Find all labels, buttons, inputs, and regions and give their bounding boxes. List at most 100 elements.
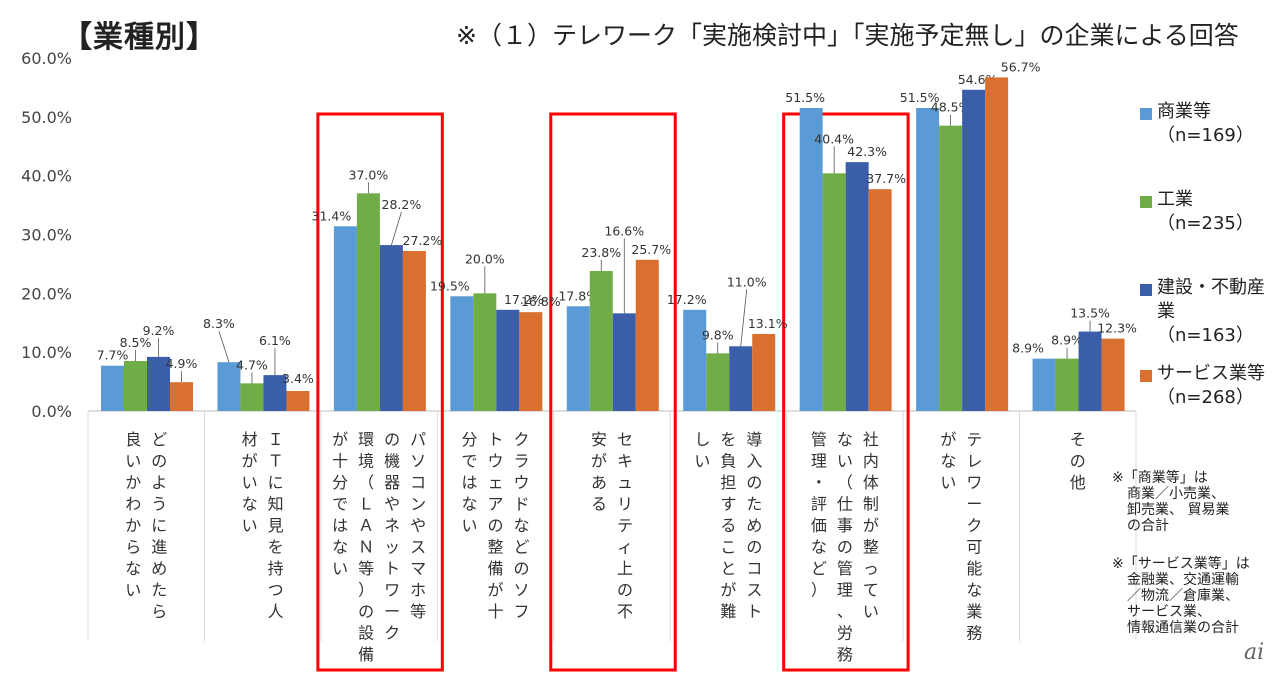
- category-label-char: Ｉ: [268, 430, 284, 449]
- y-tick-label: 50.0%: [21, 108, 72, 127]
- note-service-head: ※「サービス業等」は: [1112, 556, 1250, 572]
- data-label: 17.8%: [558, 288, 598, 303]
- category-label-char: 管: [837, 559, 853, 578]
- category-label-char: 整: [488, 538, 504, 557]
- data-label: 48.5%: [931, 100, 971, 115]
- category-label-char: 整: [863, 538, 879, 557]
- category-label-char: ン: [410, 495, 426, 514]
- bar: [356, 193, 380, 411]
- category-label-char: が: [332, 430, 348, 449]
- note-service-line: サービス業、: [1127, 604, 1211, 620]
- note-commerce-line: 卸売業、 貿易業: [1127, 502, 1230, 518]
- category-label-char: の: [151, 452, 167, 471]
- category-label-char: ら: [125, 538, 141, 557]
- category-label-char: の: [514, 559, 530, 578]
- data-label: 17.2%: [667, 292, 707, 307]
- data-label: 3.4%: [282, 371, 314, 386]
- category-label-char: 不: [617, 602, 633, 621]
- legend-label-construction: 建設・不動産業: [1157, 277, 1265, 322]
- category-label-char: 持: [268, 559, 284, 578]
- bar: [450, 296, 474, 411]
- bar: [217, 362, 241, 411]
- category-label-char: （: [837, 473, 853, 492]
- highlight-box: [316, 112, 444, 672]
- category-label-char: 進: [151, 538, 167, 557]
- bar: [683, 309, 707, 411]
- category-label-char: あ: [591, 473, 607, 492]
- category-label-char: パ: [410, 430, 426, 449]
- category-label-char: ト: [746, 602, 762, 621]
- data-label: 9.2%: [143, 323, 175, 338]
- note-commerce: ※「商業等」は 商業／小売業、 卸売業、 貿易業 の合計: [1112, 470, 1229, 534]
- category-label-char: ）: [811, 581, 827, 600]
- category-label-char: 労: [837, 624, 853, 643]
- category-label-char: ど: [514, 538, 530, 557]
- category-label-char: う: [151, 495, 167, 514]
- category-label-char: な: [837, 430, 853, 449]
- category-label-char: 機: [384, 452, 400, 471]
- category-label-char: ホ: [410, 581, 426, 600]
- category-label-char: た: [151, 581, 167, 600]
- bar: [939, 125, 963, 412]
- legend-item-construction: 建設・不動産業 （n=163）: [1140, 276, 1280, 348]
- bar: [263, 375, 287, 411]
- category-label-char: た: [746, 495, 762, 514]
- y-tick-label: 0.0%: [31, 402, 72, 421]
- bar: [799, 108, 823, 411]
- category-label-char: 担: [720, 473, 736, 492]
- category-label-char: の: [746, 473, 762, 492]
- category-label-char: を: [720, 430, 736, 449]
- category-label-char: 能: [966, 559, 982, 578]
- legend-item-service: サービス業等 （n=268）: [1140, 362, 1265, 410]
- bar: [962, 89, 986, 412]
- category-label-char: の: [617, 581, 633, 600]
- category-label-char: な: [514, 516, 530, 535]
- bar: [286, 390, 310, 411]
- data-label: 56.7%: [1001, 59, 1041, 74]
- category-label-char: し: [694, 430, 710, 449]
- data-label: 9.8%: [702, 327, 734, 342]
- category-label-char: い: [242, 473, 258, 492]
- category-label-char: Ａ: [358, 516, 374, 535]
- bar: [729, 346, 753, 411]
- note-service-line: ／物流／倉庫業、: [1127, 588, 1239, 604]
- category-label-char: の: [746, 538, 762, 557]
- category-label-char: 器: [384, 473, 400, 492]
- category-label-char: 体: [863, 473, 879, 492]
- category-label-char: で: [462, 452, 478, 471]
- category-label-char: な: [242, 495, 258, 514]
- y-tick-label: 30.0%: [21, 226, 72, 245]
- category-label-char: 可: [966, 538, 982, 557]
- legend-n-construction: （n=163）: [1157, 325, 1254, 346]
- category-label-char: ェ: [488, 473, 504, 492]
- category-label-char: ネ: [384, 516, 400, 535]
- bar: [240, 383, 264, 411]
- category-label-char: な: [332, 538, 348, 557]
- category-label-char: マ: [410, 559, 426, 578]
- legend-n-industry: （n=235）: [1157, 213, 1254, 234]
- bar: [566, 306, 590, 411]
- category-label-char: な: [125, 559, 141, 578]
- category-label-char: テ: [966, 430, 982, 449]
- label-leader-line: [740, 289, 748, 347]
- category-label-char: て: [863, 581, 879, 600]
- category-label-char: 環: [358, 430, 374, 449]
- category-label-char: こ: [720, 538, 736, 557]
- category-label-char: 内: [863, 452, 879, 471]
- category-label-char: ト: [384, 559, 400, 578]
- category-label-char: と: [720, 559, 736, 578]
- category-label-char: 入: [746, 452, 762, 471]
- category-label-char: 社: [863, 430, 879, 449]
- category-label-char: 負: [720, 452, 736, 471]
- category-label-char: す: [720, 495, 736, 514]
- category-label-char: が: [591, 452, 607, 471]
- note-commerce-line: の合計: [1127, 518, 1169, 534]
- bar: [845, 162, 869, 411]
- category-label-char: い: [125, 452, 141, 471]
- category-label-char: で: [332, 495, 348, 514]
- data-label: 42.3%: [847, 144, 887, 159]
- category-label-char: 設: [358, 624, 374, 643]
- category-label-char: よ: [151, 473, 167, 492]
- data-label: 8.9%: [1012, 341, 1044, 356]
- category-label-char: ド: [514, 495, 530, 514]
